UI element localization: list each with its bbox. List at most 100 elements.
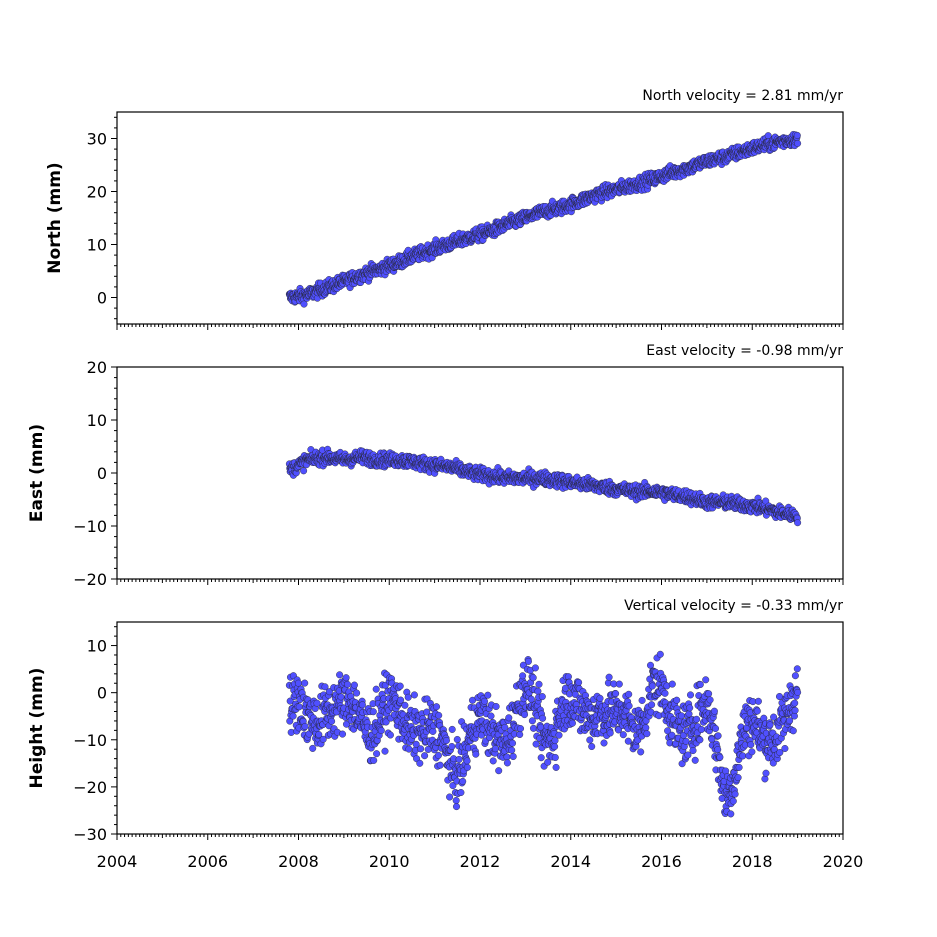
height-point bbox=[487, 712, 495, 720]
height-point bbox=[729, 797, 737, 805]
height-point bbox=[693, 715, 701, 723]
height-point bbox=[562, 684, 570, 692]
height-point bbox=[372, 685, 380, 693]
height-point bbox=[648, 701, 656, 709]
height-point bbox=[531, 664, 539, 672]
height-point bbox=[436, 761, 444, 769]
height-point bbox=[625, 702, 633, 710]
height-point bbox=[529, 674, 537, 682]
height-point bbox=[781, 745, 789, 753]
height-x-tick-label: 2010 bbox=[369, 852, 410, 871]
height-point bbox=[766, 721, 774, 729]
height-point bbox=[459, 777, 467, 785]
height-y-tick-label: 0 bbox=[97, 684, 107, 703]
height-point bbox=[301, 722, 309, 730]
height-point bbox=[509, 753, 517, 761]
height-point bbox=[697, 726, 705, 734]
height-point bbox=[532, 740, 540, 748]
north-y-tick-label: 30 bbox=[87, 130, 107, 149]
height-point bbox=[534, 687, 542, 695]
height-point bbox=[568, 719, 576, 727]
north-y-tick-label: 20 bbox=[87, 183, 107, 202]
height-point bbox=[404, 693, 412, 701]
height-point bbox=[596, 694, 604, 702]
height-point bbox=[625, 690, 633, 698]
height-point bbox=[710, 707, 718, 715]
height-y-tick-label: −10 bbox=[73, 731, 107, 750]
east-y-tick-label: −10 bbox=[73, 517, 107, 536]
height-y-tick-label: 10 bbox=[87, 637, 107, 656]
east-x-axis bbox=[116, 579, 844, 585]
height-point bbox=[519, 672, 527, 680]
height-point bbox=[417, 745, 425, 753]
height-point bbox=[551, 743, 559, 751]
north-velocity-title: North velocity = 2.81 mm/yr bbox=[642, 88, 843, 104]
height-point bbox=[337, 693, 345, 701]
north-x-axis bbox=[116, 324, 844, 330]
height-point bbox=[714, 746, 722, 754]
height-point bbox=[538, 693, 546, 701]
height-point bbox=[702, 676, 710, 684]
height-point bbox=[481, 697, 489, 705]
height-point bbox=[463, 757, 471, 765]
height-x-tick-label: 2020 bbox=[823, 852, 864, 871]
height-point bbox=[686, 704, 694, 712]
height-point bbox=[539, 714, 547, 722]
height-x-tick-label: 2004 bbox=[97, 852, 138, 871]
height-point bbox=[295, 679, 303, 687]
north-point bbox=[300, 300, 308, 308]
height-point bbox=[731, 790, 739, 798]
height-point bbox=[535, 680, 543, 688]
height-point bbox=[606, 729, 614, 737]
north-points bbox=[285, 130, 802, 308]
height-point bbox=[735, 763, 743, 771]
height-point bbox=[373, 750, 381, 758]
height-point bbox=[696, 736, 704, 744]
height-point bbox=[405, 745, 413, 753]
height-point bbox=[381, 747, 389, 755]
height-point bbox=[524, 657, 532, 665]
height-point bbox=[433, 703, 441, 711]
east-point bbox=[300, 467, 308, 475]
height-point bbox=[793, 665, 801, 673]
height-point bbox=[453, 803, 461, 811]
height-point bbox=[505, 714, 513, 722]
height-point bbox=[435, 711, 443, 719]
height-point bbox=[619, 731, 627, 739]
height-point bbox=[484, 691, 492, 699]
height-point bbox=[416, 759, 424, 767]
height-point bbox=[668, 680, 676, 688]
height-point bbox=[551, 737, 559, 745]
height-point bbox=[615, 680, 623, 688]
height-point bbox=[791, 699, 799, 707]
height-point bbox=[397, 696, 405, 704]
height-point bbox=[642, 724, 650, 732]
height-point bbox=[517, 725, 525, 733]
height-point bbox=[434, 751, 442, 759]
height-point bbox=[457, 789, 465, 797]
height-point bbox=[501, 723, 509, 731]
height-point bbox=[791, 672, 799, 680]
height-point bbox=[353, 689, 361, 697]
north-y-axis: 0 10 20 30 bbox=[87, 116, 117, 320]
height-point bbox=[455, 755, 463, 763]
north-y-axis-label: North (mm) bbox=[45, 162, 65, 273]
height-point bbox=[289, 712, 297, 720]
height-point bbox=[339, 730, 347, 738]
height-x-axis: 2004 2006 2008 2010 2012 2014 2016 2018 2020 bbox=[97, 834, 864, 871]
height-point bbox=[586, 736, 594, 744]
east-points bbox=[285, 445, 802, 527]
height-point bbox=[714, 732, 722, 740]
height-point bbox=[521, 711, 529, 719]
height-point bbox=[687, 691, 695, 699]
height-point bbox=[748, 748, 756, 756]
height-point bbox=[637, 748, 645, 756]
height-point bbox=[544, 758, 552, 766]
height-x-tick-label: 2008 bbox=[278, 852, 319, 871]
height-y-tick-label: −20 bbox=[73, 778, 107, 797]
height-point bbox=[552, 763, 560, 771]
height-point bbox=[551, 754, 559, 762]
north-axes-frame bbox=[116, 111, 844, 325]
height-point bbox=[446, 793, 454, 801]
